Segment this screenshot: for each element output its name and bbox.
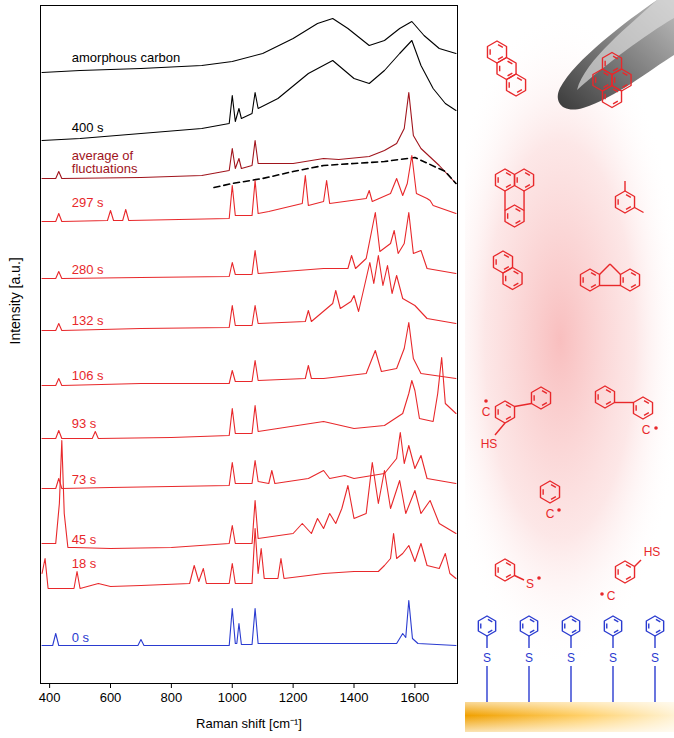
svg-text:S: S [526,577,534,591]
svg-text:C: C [482,405,491,419]
svg-text:1600: 1600 [400,690,429,705]
svg-text:1000: 1000 [218,690,247,705]
svg-text:S: S [525,651,533,665]
svg-text:amorphous carbon: amorphous carbon [72,50,180,65]
svg-text:Intensity [a.u.]: Intensity [a.u.] [7,257,23,344]
svg-text:0 s: 0 s [72,630,90,645]
svg-text:S: S [483,651,491,665]
svg-text:HS: HS [644,545,661,559]
svg-text:S: S [567,651,575,665]
svg-text:1200: 1200 [279,690,308,705]
svg-text:Raman shift [cm⁻¹]: Raman shift [cm⁻¹] [196,716,302,731]
svg-text:45 s: 45 s [72,532,97,547]
svg-text:average offluctuations: average offluctuations [72,148,138,176]
svg-text:93 s: 93 s [72,416,97,431]
svg-text:400: 400 [39,690,61,705]
svg-text:106 s: 106 s [72,368,104,383]
svg-text:S: S [609,651,617,665]
svg-text:1400: 1400 [340,690,369,705]
svg-text:280 s: 280 s [72,262,104,277]
svg-text:73 s: 73 s [72,472,97,487]
svg-text:132 s: 132 s [72,313,104,328]
svg-text:C: C [607,589,616,603]
svg-text:C: C [642,423,651,437]
svg-text:HS: HS [481,437,498,451]
svg-text:400 s: 400 s [72,120,104,135]
svg-text:C: C [546,507,555,521]
svg-text:S: S [651,651,659,665]
svg-text:600: 600 [100,690,122,705]
svg-text:18 s: 18 s [72,556,97,571]
svg-text:297 s: 297 s [72,195,104,210]
svg-text:800: 800 [161,690,183,705]
